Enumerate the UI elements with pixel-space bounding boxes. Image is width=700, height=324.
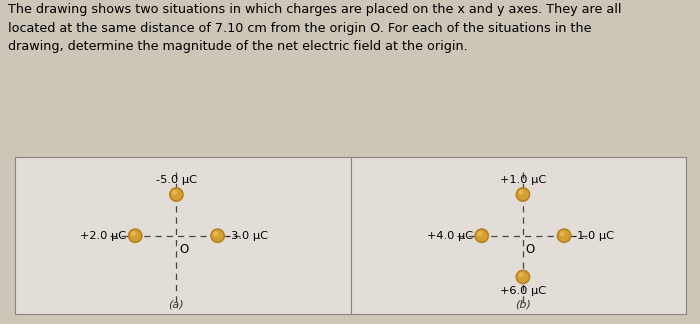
Circle shape	[557, 229, 570, 242]
Circle shape	[214, 231, 218, 236]
Circle shape	[172, 190, 177, 195]
Circle shape	[475, 229, 489, 242]
Circle shape	[517, 188, 529, 201]
Text: (b): (b)	[515, 300, 531, 310]
Text: +2.0 μC: +2.0 μC	[80, 231, 126, 241]
Circle shape	[519, 272, 524, 277]
Circle shape	[131, 231, 136, 236]
Circle shape	[519, 190, 524, 195]
Text: -3.0 μC: -3.0 μC	[227, 231, 267, 241]
Circle shape	[129, 229, 142, 242]
Text: O: O	[526, 243, 535, 256]
Text: +1.0 μC: +1.0 μC	[500, 176, 546, 185]
Text: (a): (a)	[169, 300, 184, 310]
Text: +6.0 μC: +6.0 μC	[500, 286, 546, 296]
Text: -1.0 μC: -1.0 μC	[573, 231, 614, 241]
Text: -5.0 μC: -5.0 μC	[156, 176, 197, 185]
Circle shape	[560, 231, 565, 236]
Text: O: O	[179, 243, 188, 256]
Circle shape	[517, 270, 529, 284]
Circle shape	[170, 188, 183, 201]
Circle shape	[211, 229, 224, 242]
Text: The drawing shows two situations in which charges are placed on the x and y axes: The drawing shows two situations in whic…	[8, 3, 622, 53]
Text: +4.0 μC: +4.0 μC	[426, 231, 473, 241]
Circle shape	[477, 231, 482, 236]
